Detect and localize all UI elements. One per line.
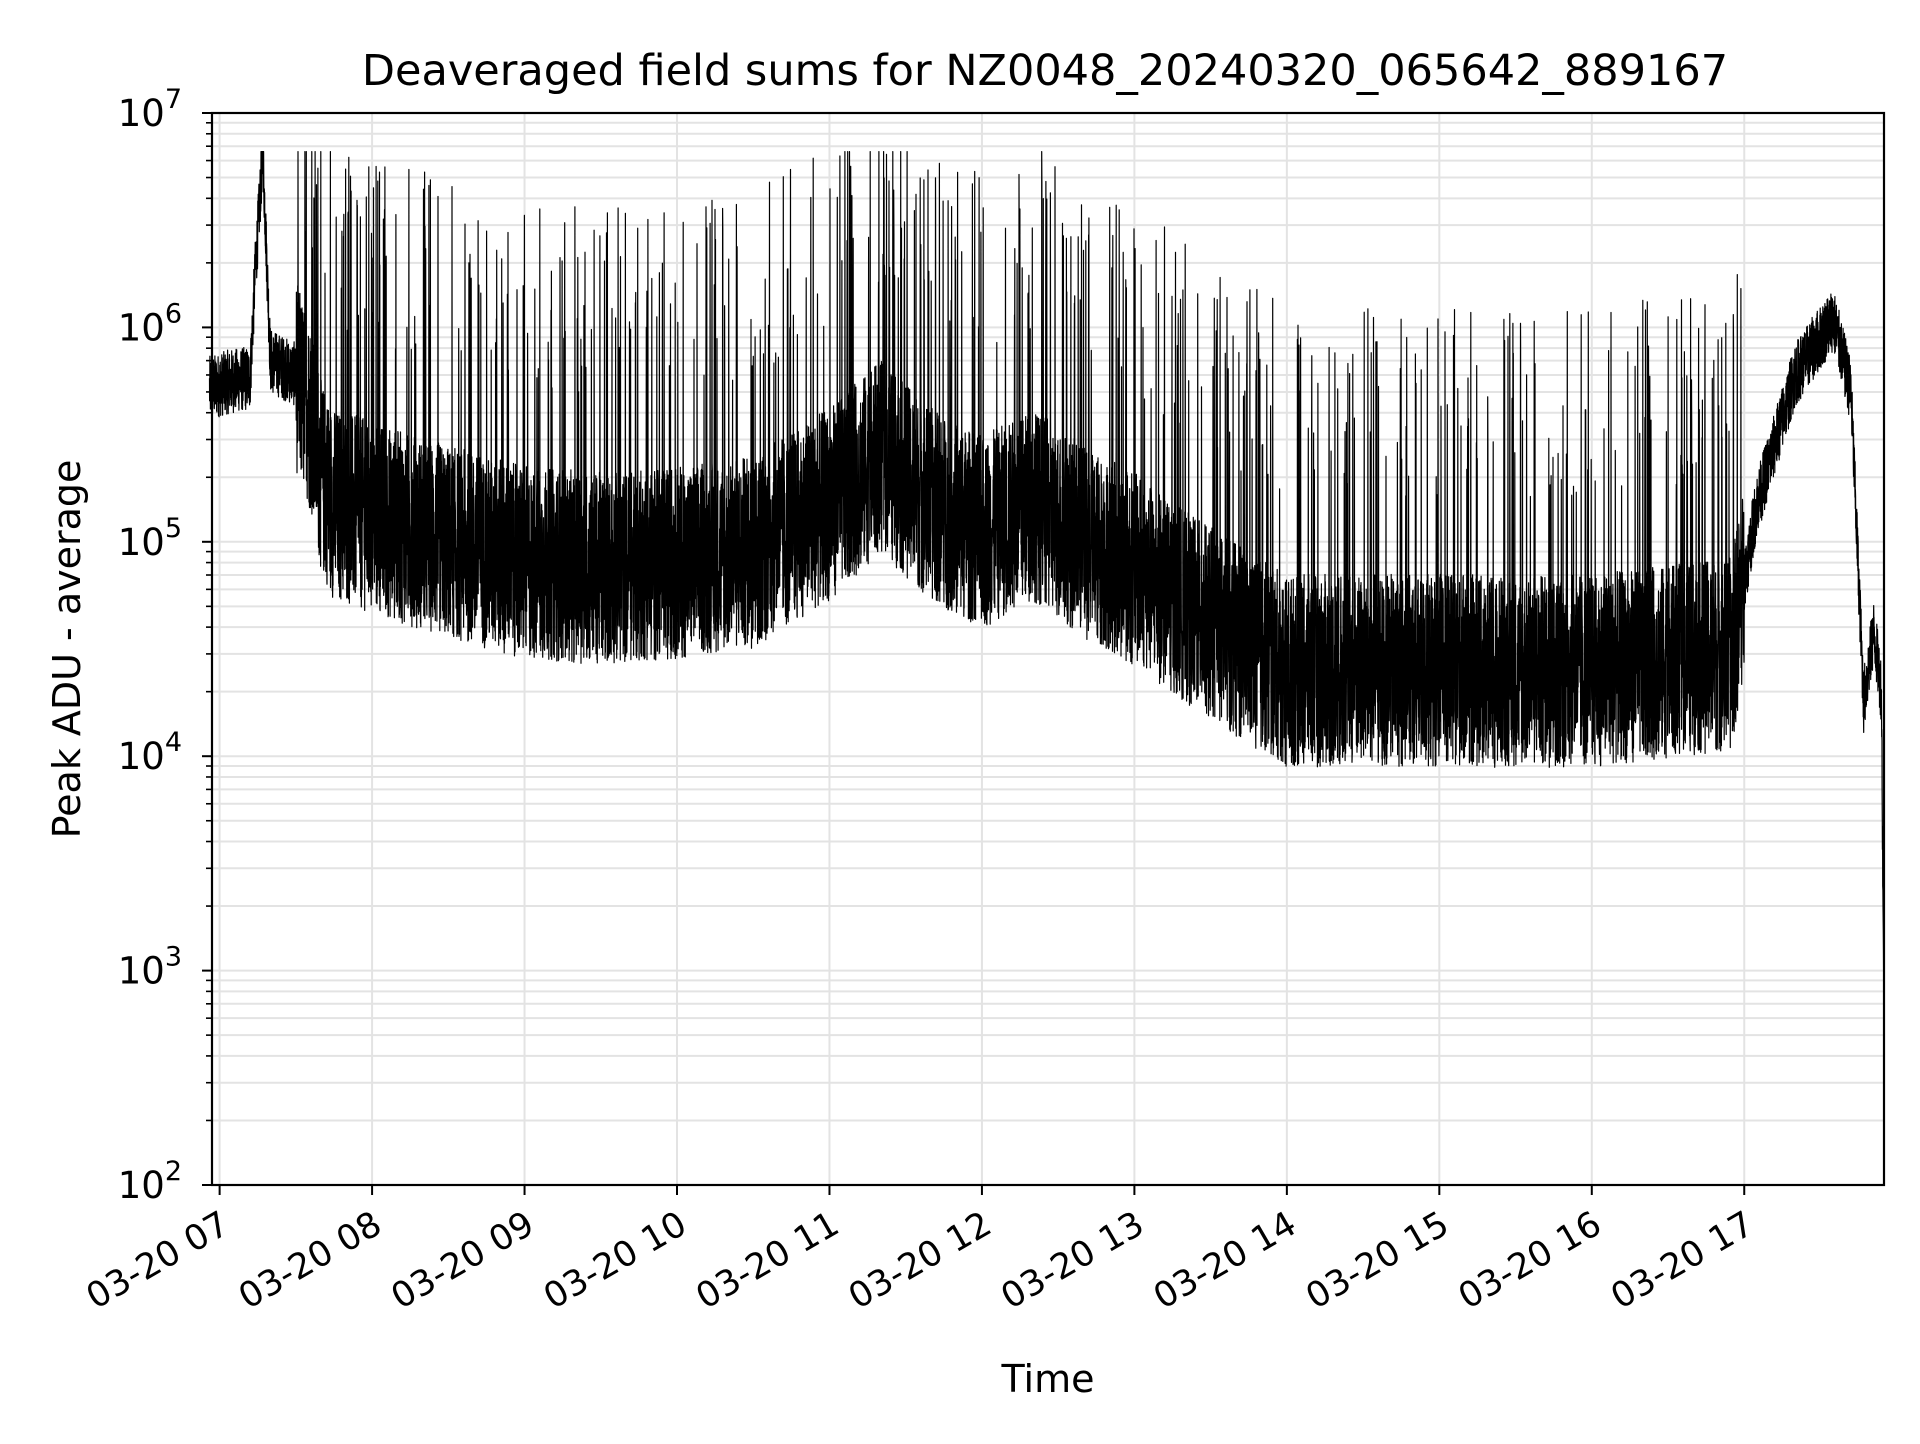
x-tick-label: 03-20 10 — [537, 1204, 693, 1317]
x-tick-label: 03-20 07 — [80, 1204, 236, 1317]
y-tick-label: 106 — [118, 298, 182, 349]
plot-area — [208, 151, 1885, 1034]
x-tick-label: 03-20 11 — [690, 1204, 846, 1317]
y-tick-label: 104 — [118, 727, 182, 778]
plot-frame — [210, 111, 1886, 1187]
y-tick-label: 105 — [118, 513, 182, 564]
y-tick-label: 103 — [118, 942, 182, 993]
x-tick-label: 03-20 12 — [842, 1204, 998, 1317]
x-tick-label: 03-20 14 — [1147, 1204, 1303, 1317]
x-tick-label: 03-20 16 — [1452, 1204, 1608, 1317]
y-axis-label: Peak ADU - average — [45, 460, 89, 839]
x-tick-label: 03-20 09 — [385, 1204, 541, 1317]
x-tick-label: 03-20 17 — [1604, 1204, 1760, 1317]
y-axis: 102 103 104 105 106 107 — [118, 84, 212, 1207]
series-line — [208, 151, 1885, 1034]
x-tick-label: 03-20 15 — [1300, 1204, 1456, 1317]
y-tick-label: 102 — [118, 1156, 182, 1207]
x-tick-label: 03-20 13 — [995, 1204, 1151, 1317]
x-tick-label: 03-20 08 — [232, 1204, 388, 1317]
x-axis-label: Time — [1001, 1357, 1095, 1401]
chart-title: Deaveraged field sums for NZ0048_2024032… — [362, 46, 1728, 96]
y-tick-label: 107 — [118, 84, 182, 135]
